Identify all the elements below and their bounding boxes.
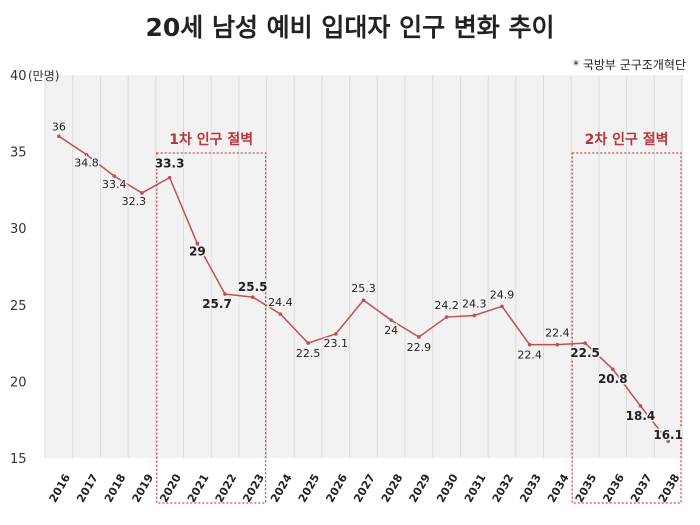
- data-label: 36: [52, 120, 66, 133]
- data-point: [334, 332, 338, 336]
- data-point: [112, 174, 117, 178]
- cliff-box: [571, 152, 682, 504]
- data-label: 34.8: [74, 157, 99, 170]
- x-tick-label: 2017: [74, 472, 101, 505]
- x-tick-label: 2037: [628, 472, 655, 505]
- cliff-label: 2차 인구 절벽: [585, 131, 669, 148]
- data-point: [500, 304, 504, 309]
- data-point: [361, 298, 366, 303]
- x-tick-label: 2024: [268, 471, 295, 504]
- data-label: 24.9: [490, 288, 515, 301]
- data-label: 24.4: [268, 296, 293, 309]
- data-point: [84, 152, 89, 157]
- data-point: [57, 134, 61, 139]
- data-label: 22.5: [570, 346, 600, 360]
- x-tick-label: 2031: [462, 472, 489, 505]
- x-tick-label: 2018: [102, 472, 129, 505]
- x-tick-label: 2030: [434, 471, 461, 504]
- data-point: [444, 315, 449, 319]
- data-point: [306, 341, 310, 345]
- data-label: 24.3: [462, 298, 487, 311]
- x-tick-label: 2022: [213, 472, 240, 505]
- data-label: 25.5: [238, 280, 268, 294]
- y-tick-label: 30: [10, 222, 27, 237]
- data-point: [167, 175, 172, 180]
- x-tick-label: 2021: [185, 472, 212, 505]
- data-label: 29: [189, 245, 206, 259]
- y-tick-label: 35: [10, 146, 27, 161]
- y-tick-label: 40: [10, 69, 27, 84]
- x-tick-label: 2029: [407, 472, 434, 505]
- data-label: 24.2: [434, 299, 459, 312]
- x-tick-label: 2035: [573, 472, 600, 505]
- y-tick-label: 15: [10, 452, 27, 467]
- x-tick-label: 2026: [323, 471, 350, 504]
- data-point: [583, 341, 587, 345]
- x-tick-label: 2025: [296, 472, 323, 505]
- y-tick-label: 25: [10, 299, 27, 314]
- data-label: 20.8: [598, 372, 628, 386]
- x-tick-label: 2033: [517, 472, 544, 505]
- data-label: 25.7: [202, 297, 232, 311]
- data-point: [638, 404, 643, 408]
- data-point: [278, 312, 283, 316]
- data-label: 33.4: [102, 178, 127, 191]
- data-point: [417, 335, 421, 339]
- x-tick-label: 2038: [656, 472, 683, 505]
- cliff-label: 1차 인구 절벽: [169, 131, 253, 148]
- data-label: 16.1: [653, 428, 683, 442]
- x-tick-label: 2036: [600, 471, 627, 504]
- data-point: [223, 292, 227, 296]
- data-label: 32.3: [122, 195, 147, 208]
- data-label: 33.3: [155, 157, 185, 171]
- data-label: 22.9: [407, 341, 432, 354]
- source-note: * 국방부 군구조개혁단: [573, 58, 686, 72]
- data-point: [195, 241, 200, 246]
- data-label: 18.4: [626, 409, 656, 423]
- x-tick-label: 2019: [130, 472, 157, 505]
- data-point: [472, 313, 477, 318]
- cliff-box: [156, 152, 267, 504]
- data-label: 22.4: [517, 349, 542, 362]
- x-tick-label: 2028: [379, 472, 406, 505]
- data-label: 24: [384, 324, 398, 337]
- data-label: 22.4: [545, 327, 570, 340]
- x-tick-label: 2023: [240, 472, 267, 505]
- data-label: 25.3: [351, 282, 376, 295]
- data-point: [610, 367, 615, 371]
- data-point: [666, 439, 670, 443]
- data-point: [527, 342, 532, 347]
- x-tick-label: 2032: [490, 472, 517, 505]
- x-tick-label: 2027: [351, 472, 378, 505]
- data-point: [389, 318, 393, 322]
- data-point: [250, 295, 255, 299]
- data-label: 23.1: [324, 337, 349, 350]
- data-point: [140, 191, 144, 195]
- x-tick-label: 2016: [47, 471, 74, 504]
- x-tick-label: 2020: [157, 471, 184, 504]
- y-tick-label: 20: [10, 375, 27, 390]
- plot-area: [45, 75, 682, 458]
- y-axis-unit: (만명): [28, 69, 59, 83]
- chart-title: 20세 남성 예비 입대자 인구 변화 추이: [145, 13, 555, 42]
- data-label: 22.5: [296, 347, 321, 360]
- data-point: [555, 342, 560, 347]
- x-tick-label: 2034: [545, 471, 572, 504]
